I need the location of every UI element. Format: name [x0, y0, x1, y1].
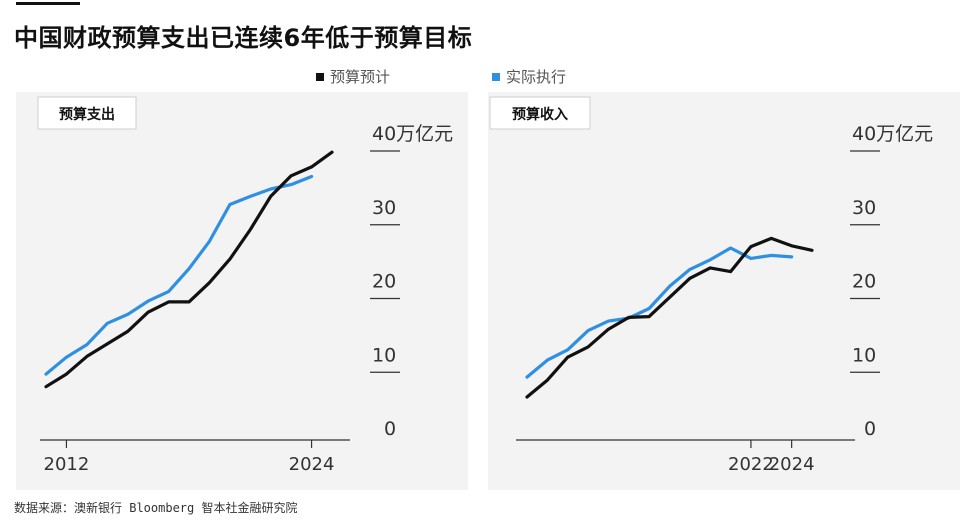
- x-tick-label-0-2024: 2024: [289, 454, 335, 475]
- y-tick-label-1-40: 40万亿元: [852, 123, 933, 145]
- panel-background-revenue: [488, 92, 960, 490]
- legend-swatch-actual: [492, 72, 500, 81]
- legend-label-actual: 实际执行: [506, 68, 567, 86]
- x-tick-label-1-2022: 2022: [728, 454, 774, 475]
- x-tick-label-1-2024: 2024: [769, 454, 815, 475]
- chart-title: 中国财政预算支出已连续6年低于预算目标: [14, 24, 473, 52]
- legend-item-actual: 实际执行: [492, 66, 566, 87]
- y-tick-label-0-30: 30: [372, 197, 396, 219]
- series-line-0-budget: [44, 150, 334, 389]
- series-line-1-actual: [525, 246, 794, 379]
- y-tick-label-0-10: 10: [372, 344, 396, 366]
- title-accent-rule: [16, 2, 80, 5]
- x-tick-label-0-2012: 2012: [44, 454, 90, 475]
- legend-label-budget: 预算预计: [330, 68, 391, 86]
- source-note: 数据来源：澳新银行 Bloomberg 智本社金融研究院: [14, 501, 298, 515]
- legend-item-budget: 预算预计: [316, 66, 390, 87]
- panel-title-0: 预算支出: [59, 106, 115, 123]
- panel-background-expenditure: [16, 92, 468, 490]
- y-tick-label-1-0: 0: [864, 418, 876, 440]
- y-tick-label-0-0: 0: [384, 418, 396, 440]
- series-line-0-actual: [44, 174, 314, 376]
- y-tick-label-1-30: 30: [852, 197, 876, 219]
- panel-title-1: 预算收入: [512, 106, 568, 123]
- legend-swatch-budget: [316, 72, 324, 81]
- series-line-1-budget: [525, 236, 814, 399]
- y-tick-label-1-10: 10: [852, 344, 876, 366]
- panel-title-box-0: [37, 96, 137, 130]
- y-tick-label-0-20: 20: [372, 271, 396, 293]
- panel-title-box-1: [489, 96, 591, 130]
- y-tick-label-1-20: 20: [852, 271, 876, 293]
- y-tick-label-0-40: 40万亿元: [372, 123, 453, 145]
